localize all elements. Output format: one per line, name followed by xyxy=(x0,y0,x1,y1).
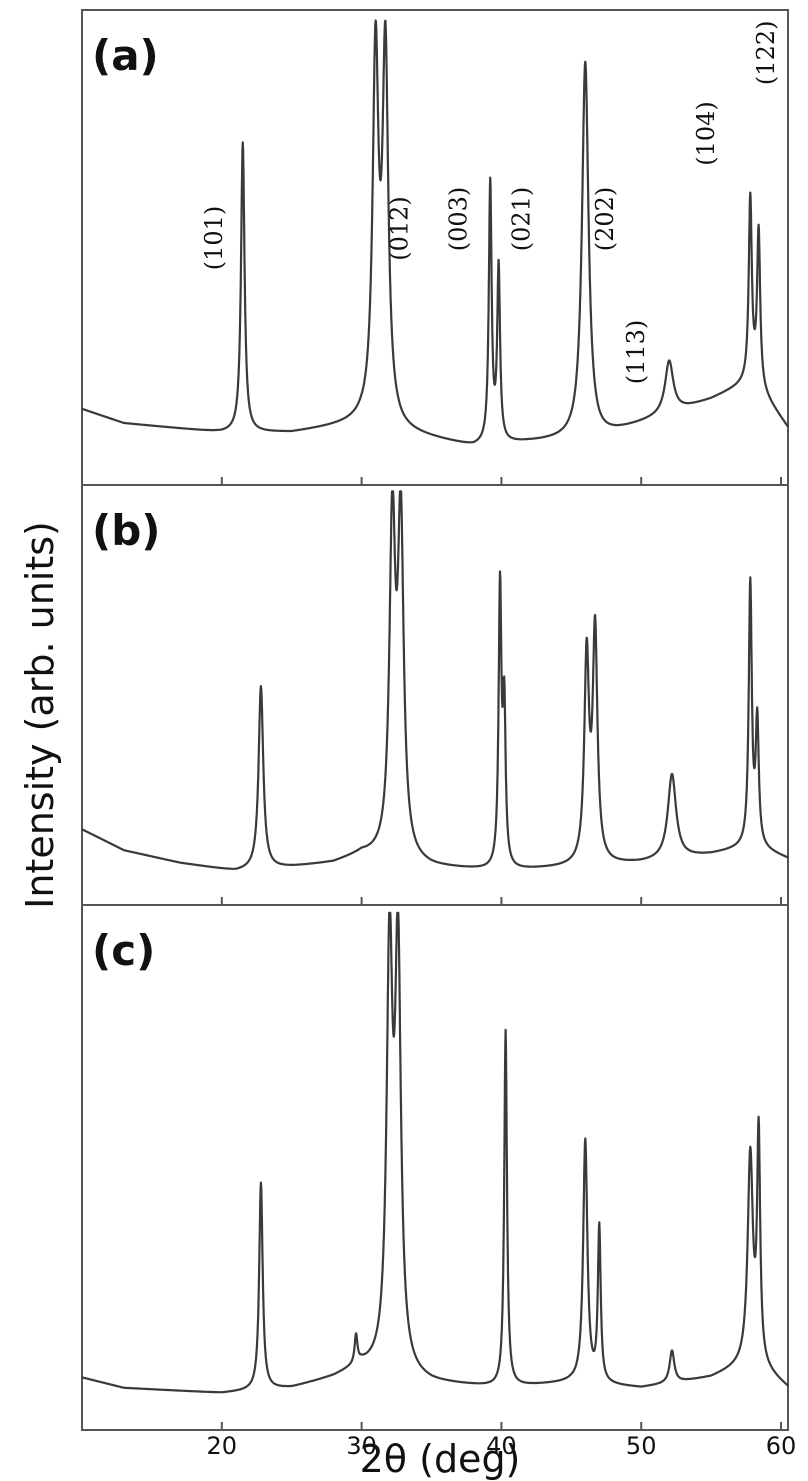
peak-annotation: (113) xyxy=(622,320,650,385)
peak-annotation: (104) xyxy=(692,101,720,166)
x-axis-title: 2θ (deg) xyxy=(360,1437,521,1481)
x-tick-label: 60 xyxy=(766,1432,797,1460)
x-tick-label: 30 xyxy=(346,1432,377,1460)
panels-group: (a) (101) (012) (003) (021) (202) (113) (104) (1… xyxy=(81,9,797,1460)
x-tick-label: 40 xyxy=(486,1432,517,1460)
peak-annotation: (003) xyxy=(445,187,473,252)
panel-c: (c) xyxy=(81,904,789,1431)
peak-annotation: (202) xyxy=(591,187,619,252)
peak-annotation: (122) xyxy=(752,21,780,86)
panel-label: (b) xyxy=(92,506,160,555)
peak-annotation: (021) xyxy=(507,187,535,252)
panel-label: (a) xyxy=(92,31,159,80)
panel-a: (a) (101) (012) (003) (021) (202) (113) (104) (1… xyxy=(81,9,789,486)
xrd-trace xyxy=(81,19,789,444)
xrd-trace xyxy=(81,911,789,1394)
peak-annotation: (101) xyxy=(200,206,228,271)
x-tick-label: 50 xyxy=(626,1432,657,1460)
panel-label: (c) xyxy=(92,926,155,975)
x-tick-label: 20 xyxy=(207,1432,238,1460)
peak-annotation: (012) xyxy=(386,196,414,261)
panel-frame xyxy=(81,9,789,486)
panel-frame xyxy=(81,904,789,1431)
panel-b: (b) xyxy=(81,484,789,906)
xrd-trace xyxy=(81,490,789,870)
y-axis-title: Intensity (arb. units) xyxy=(18,521,62,909)
